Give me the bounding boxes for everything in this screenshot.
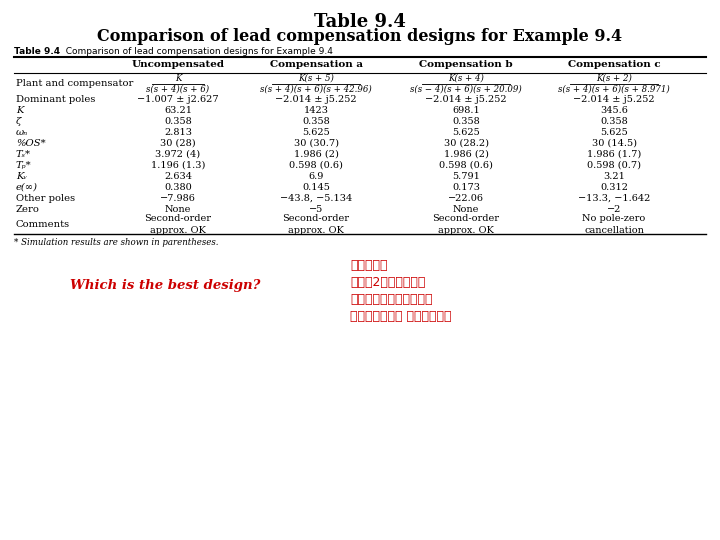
Text: %OS*: %OS* (16, 139, 45, 148)
Text: 0.380: 0.380 (164, 183, 192, 192)
Text: Table 9.4: Table 9.4 (14, 47, 60, 56)
Text: Second-order
approx. OK: Second-order approx. OK (282, 214, 349, 234)
Text: 6.9: 6.9 (308, 172, 324, 181)
Text: K: K (175, 74, 181, 83)
Text: 63.21: 63.21 (164, 106, 192, 115)
Text: 3.21: 3.21 (603, 172, 625, 181)
Text: K(s + 2): K(s + 2) (596, 74, 632, 83)
Text: Comparison of lead compensation designs for Example 9.4: Comparison of lead compensation designs … (97, 28, 623, 45)
Text: Zero: Zero (16, 205, 40, 214)
Text: Compensation c: Compensation c (567, 60, 660, 69)
Text: 0.598 (0.6): 0.598 (0.6) (289, 161, 343, 170)
Text: K: K (16, 106, 24, 115)
Text: Tₛ*: Tₛ* (16, 150, 31, 159)
Text: 1.196 (1.3): 1.196 (1.3) (150, 161, 205, 170)
Text: 0.358: 0.358 (302, 117, 330, 126)
Text: 0.312: 0.312 (600, 183, 628, 192)
Text: s(s − 4)(s + 6)(s + 20.09): s(s − 4)(s + 6)(s + 20.09) (410, 84, 522, 93)
Text: −2: −2 (607, 205, 621, 214)
Text: Compensation b: Compensation b (419, 60, 513, 69)
Text: 是否有2個主要極點？: 是否有2個主要極點？ (350, 276, 426, 289)
Text: 30 (14.5): 30 (14.5) (592, 139, 636, 148)
Text: 0.358: 0.358 (600, 117, 628, 126)
Text: 0.173: 0.173 (452, 183, 480, 192)
Text: 0.358: 0.358 (164, 117, 192, 126)
Text: 5.625: 5.625 (600, 128, 628, 137)
Text: 1423: 1423 (304, 106, 328, 115)
Text: None: None (165, 205, 192, 214)
Text: −2.014 ± j5.252: −2.014 ± j5.252 (275, 95, 357, 104)
Text: 比較規格達成度 確認最佳設計: 比較規格達成度 確認最佳設計 (350, 310, 451, 323)
Text: 1.986 (2): 1.986 (2) (294, 150, 338, 159)
Text: 0.598 (0.7): 0.598 (0.7) (587, 161, 641, 170)
Text: 2.813: 2.813 (164, 128, 192, 137)
Text: 30 (30.7): 30 (30.7) (294, 139, 338, 148)
Text: Comments: Comments (16, 220, 70, 229)
Text: Dominant poles: Dominant poles (16, 95, 95, 104)
Text: 5.625: 5.625 (302, 128, 330, 137)
Text: 1.986 (1.7): 1.986 (1.7) (587, 150, 641, 159)
Text: K(s + 5): K(s + 5) (298, 74, 334, 83)
Text: Compensation a: Compensation a (269, 60, 362, 69)
Text: Table 9.4: Table 9.4 (314, 13, 406, 31)
Text: s(s + 4)(s + 6)(s + 8.971): s(s + 4)(s + 6)(s + 8.971) (558, 84, 670, 93)
Text: 5.625: 5.625 (452, 128, 480, 137)
Text: Uncompensated: Uncompensated (132, 60, 225, 69)
Text: ωₙ: ωₙ (16, 128, 28, 137)
Text: −2.014 ± j5.252: −2.014 ± j5.252 (426, 95, 507, 104)
Text: 是否有零點？能否抗消？: 是否有零點？能否抗消？ (350, 293, 433, 306)
Text: 0.598 (0.6): 0.598 (0.6) (439, 161, 493, 170)
Text: −22.06: −22.06 (448, 194, 484, 203)
Text: Second-order
approx. OK: Second-order approx. OK (145, 214, 212, 234)
Text: −1.007 ± j2.627: −1.007 ± j2.627 (138, 95, 219, 104)
Text: K(s + 4): K(s + 4) (448, 74, 484, 83)
Text: s(s + 4)(s + 6): s(s + 4)(s + 6) (146, 84, 210, 93)
Text: 1.986 (2): 1.986 (2) (444, 150, 488, 159)
Text: Kᵥ: Kᵥ (16, 172, 27, 181)
Text: 30 (28.2): 30 (28.2) (444, 139, 488, 148)
Text: 698.1: 698.1 (452, 106, 480, 115)
Text: −13.3, −1.642: −13.3, −1.642 (578, 194, 650, 203)
Text: −43.8, −5.134: −43.8, −5.134 (280, 194, 352, 203)
Text: ζ: ζ (16, 117, 22, 126)
Text: None: None (453, 205, 480, 214)
Text: Second-order
approx. OK: Second-order approx. OK (433, 214, 500, 234)
Text: Tₚ*: Tₚ* (16, 161, 32, 170)
Text: 2.634: 2.634 (164, 172, 192, 181)
Text: 3.972 (4): 3.972 (4) (156, 150, 201, 159)
Text: e(∞): e(∞) (16, 183, 38, 192)
Text: −5: −5 (309, 205, 323, 214)
Text: 30 (28): 30 (28) (160, 139, 196, 148)
Text: Other poles: Other poles (16, 194, 75, 203)
Text: 5.791: 5.791 (452, 172, 480, 181)
Text: 系統階數？: 系統階數？ (350, 259, 387, 272)
Text: −7.986: −7.986 (160, 194, 196, 203)
Text: −2.014 ± j5.252: −2.014 ± j5.252 (573, 95, 654, 104)
Text: 345.6: 345.6 (600, 106, 628, 115)
Text: * Simulation results are shown in parentheses.: * Simulation results are shown in parent… (14, 238, 218, 247)
Text: Plant and compensator: Plant and compensator (16, 79, 133, 89)
Text: No pole-zero
cancellation: No pole-zero cancellation (582, 214, 646, 234)
Text: Comparison of lead compensation designs for Example 9.4: Comparison of lead compensation designs … (60, 47, 333, 56)
Text: 0.145: 0.145 (302, 183, 330, 192)
Text: s(s + 4)(s + 6)(s + 42.96): s(s + 4)(s + 6)(s + 42.96) (260, 84, 372, 93)
Text: Which is the best design?: Which is the best design? (70, 280, 261, 293)
Text: 0.358: 0.358 (452, 117, 480, 126)
